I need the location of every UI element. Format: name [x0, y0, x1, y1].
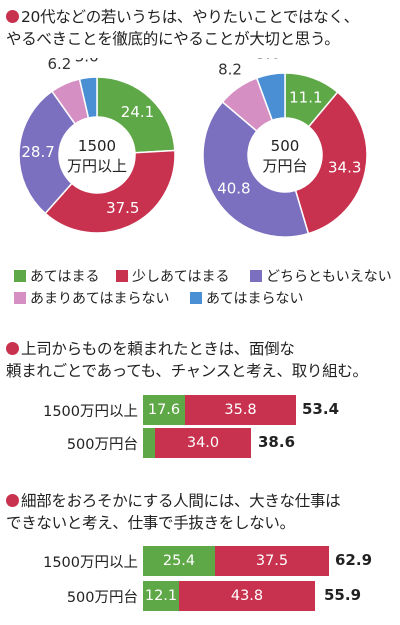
legend-swatch — [190, 292, 202, 304]
bar-segment-sukoshi: 34.0 — [155, 428, 251, 458]
donut-slice — [202, 100, 310, 238]
donut-value-label: 24.1 — [121, 103, 154, 121]
stacked-bar: 25.4 37.5 — [143, 546, 329, 576]
bar-row-q3-1500: 1500万円以上 25.4 37.5 62.9 — [0, 546, 400, 576]
stacked-bar: 17.6 35.8 — [143, 395, 296, 425]
bar-segment-atehamaru: 17.6 — [143, 395, 185, 425]
legend-swatch — [116, 270, 128, 282]
stacked-bar: 12.1 43.8 — [143, 581, 315, 611]
stacked-bar: 34.0 — [143, 428, 251, 458]
question-1-heading: 20代などの若いうちは、やりたいことではなく、 やるべきことを徹底的にやることが… — [6, 6, 359, 50]
bar-segment-sukoshi: 43.8 — [179, 581, 315, 611]
donut-value-label: 40.8 — [217, 179, 250, 197]
legend-item-sukoshi-atehamaru: 少しあてはまる — [116, 266, 229, 286]
question-2-line-2: 頼まれごとであっても、チャンスと考え、取り組む。 — [6, 362, 368, 380]
donut-value-label: 6.2 — [48, 58, 72, 73]
bar-segment-sukoshi: 35.8 — [185, 395, 296, 425]
donut-slice — [255, 72, 286, 122]
question-3-line-2: できないと考え、仕事で手抜きをしない。 — [6, 514, 295, 532]
donut-center-label: 500 — [271, 137, 300, 155]
donut-slice — [96, 76, 176, 154]
legend-label: あてはまる — [30, 269, 100, 285]
donut-slice — [44, 149, 176, 234]
legend-swatch — [250, 270, 262, 282]
bar-row-q2-1500: 1500万円以上 17.6 35.8 53.4 — [0, 395, 400, 425]
bar-row-label: 1500万円以上 — [43, 404, 138, 420]
donut-value-label: 11.1 — [289, 89, 322, 107]
bar-total-label: 38.6 — [258, 433, 296, 451]
legend-swatch — [14, 270, 26, 282]
bar-row-q3-500: 500万円台 12.1 43.8 55.9 — [0, 581, 400, 611]
bar-total-label: 53.4 — [302, 400, 340, 418]
donut-value-label: 5.6 — [256, 58, 280, 62]
donut-charts: 24.1 37.5 28.7 6.23.6 1500 万円以上 11.1 34.3 40.8 8.… — [18, 58, 368, 238]
bar-row-label: 500万円台 — [66, 437, 138, 453]
question-3-heading: 細部をおろそかにする人間には、大きな仕事は できないと考え、仕事で手抜きをしない… — [6, 490, 341, 534]
legend-item-atehamaru: あてはまる — [14, 266, 99, 286]
bar-segment-atehamaru — [143, 428, 155, 458]
question-1-line-2: やるべきことを徹底的にやることが大切と思う。 — [6, 30, 340, 48]
legend-item-dochiratomo: どちらともいえない — [250, 266, 392, 286]
donut-value-label: 8.2 — [218, 60, 242, 78]
donut-slice — [18, 90, 77, 215]
legend-label: どちらともいえない — [266, 269, 392, 285]
donut-center-label: 万円以上 — [67, 157, 127, 175]
bullet-icon — [6, 342, 19, 355]
question-1-line-1: 20代などの若いうちは、やりたいことではなく、 — [21, 8, 359, 26]
legend-label: 少しあてはまる — [132, 269, 230, 285]
donut-value-label: 37.5 — [106, 199, 139, 217]
bar-row-label: 500万円台 — [66, 590, 138, 606]
bullet-icon — [6, 10, 19, 23]
legend-item-amari: あまりあてはまらない — [14, 288, 169, 308]
question-2-line-1: 上司からものを頼まれたときは、面倒な — [21, 340, 295, 358]
bar-row-q2-500: 500万円台 34.0 38.6 — [0, 428, 400, 458]
bullet-icon — [6, 494, 19, 507]
bar-segment-atehamaru: 12.1 — [143, 581, 179, 611]
donut-center-label: 1500 — [78, 137, 116, 155]
donut-center-label: 万円台 — [262, 157, 307, 175]
bar-segment-sukoshi: 37.5 — [215, 546, 329, 576]
bar-total-label: 55.9 — [324, 586, 362, 604]
donut-value-label: 28.7 — [21, 143, 54, 161]
legend-item-atehamaranai: あてはまらない — [190, 288, 303, 308]
question-2-heading: 上司からものを頼まれたときは、面倒な 頼まれごとであっても、チャンスと考え、取り… — [6, 338, 368, 382]
bar-segment-atehamaru: 25.4 — [143, 546, 215, 576]
donut-slice — [294, 91, 368, 235]
question-3-line-1: 細部をおろそかにする人間には、大きな仕事は — [21, 492, 341, 510]
donut-value-label: 3.6 — [75, 58, 99, 66]
donut-value-label: 34.3 — [328, 158, 361, 176]
legend-label: あまりあてはまらない — [30, 291, 170, 307]
bar-total-label: 62.9 — [335, 551, 373, 569]
legend-swatch — [14, 292, 26, 304]
donut-slice — [78, 76, 98, 119]
bar-row-label: 1500万円以上 — [43, 555, 138, 571]
legend-label: あてはまらない — [206, 291, 304, 307]
